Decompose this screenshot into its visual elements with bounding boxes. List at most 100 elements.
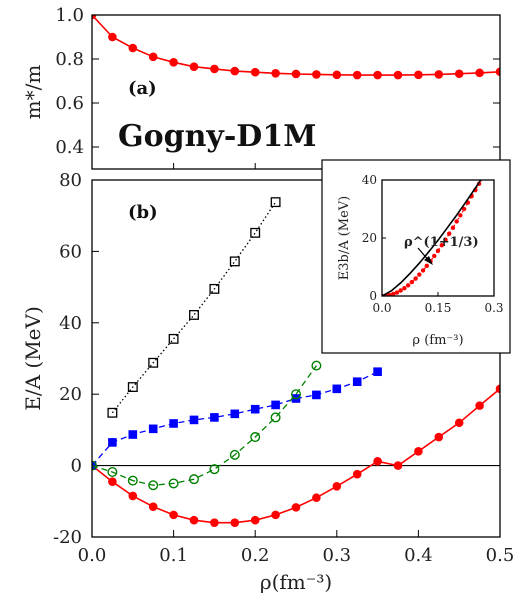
series-0-point-8 <box>409 279 415 285</box>
inset-ytick-label-1: 20 <box>362 231 377 245</box>
panel-a-ytick-label-2: 0.8 <box>55 49 84 70</box>
series-0-point-14 <box>373 457 382 466</box>
series-0-point-16 <box>414 447 423 456</box>
series-2-point-5 <box>188 474 199 485</box>
series-0-point-17 <box>443 237 448 242</box>
series-0-point-5 <box>398 288 403 293</box>
series-0-point-15 <box>435 248 441 253</box>
panel-b-xtick-label-3: 0.3 <box>322 545 351 566</box>
panel-b-ylabel: E/A (MeV) <box>21 306 45 411</box>
series-0-point-14 <box>373 70 382 80</box>
panel-b-ytick-label-5: 80 <box>59 170 82 191</box>
series-0-point-9 <box>271 510 280 520</box>
panel-b-xtick-label-5: 0.5 <box>486 545 513 566</box>
series-1-point-4 <box>169 419 178 428</box>
series-0-point-19 <box>475 68 484 78</box>
series-3-point-8 <box>270 197 281 208</box>
inset-xlabel: ρ (fm⁻³) <box>412 333 463 348</box>
series-0-point-3 <box>391 291 396 296</box>
series-0-point-13 <box>352 70 362 80</box>
series-2-point-6 <box>209 464 220 475</box>
series-0-point-20 <box>495 67 500 77</box>
series-2-point-0 <box>92 460 97 471</box>
series-1-point-1 <box>108 438 117 447</box>
series-3-point-3 <box>168 333 179 344</box>
panel-b-xtick-label-0: 0.0 <box>78 545 107 566</box>
panel-b-frame <box>91 179 501 538</box>
series-2-point-2 <box>127 475 138 486</box>
series-0-point-11 <box>312 70 321 79</box>
series-0-line <box>92 15 500 76</box>
series-0-point-17 <box>434 70 444 79</box>
inset-xtick-label-0: 0.0 <box>372 301 391 315</box>
series-0-point-17 <box>434 432 444 442</box>
series-0-point-10 <box>417 272 422 277</box>
panel-b-ytick-label-0: -20 <box>53 527 82 548</box>
panel-b-xtick-label-1: 0.1 <box>159 545 188 566</box>
panel-a-plot-area <box>92 15 500 80</box>
series-0-point-7 <box>230 518 240 528</box>
series-0-point-18 <box>454 69 464 79</box>
panel-a: 0.4 0.6 0.8 1.0 m*/m <box>21 5 501 170</box>
series-0-point-2 <box>128 43 138 53</box>
series-0-point-4 <box>169 58 178 67</box>
panel-b-xlabel: ρ(fm⁻³) <box>260 570 332 594</box>
panel-b-ytick-label-3: 40 <box>59 313 82 334</box>
inset-background <box>321 159 511 354</box>
inset-ylabel: E3b/A (MeV) <box>337 196 352 281</box>
series-0-point-11 <box>420 268 426 273</box>
series-2-point-3 <box>148 480 159 491</box>
inset-frame <box>381 179 495 297</box>
series-1-point-3 <box>148 424 158 434</box>
inset-arrow-head <box>424 256 433 265</box>
panel-b-plot-area <box>92 197 500 528</box>
series-0-point-10 <box>291 503 301 512</box>
series-1-line <box>382 180 482 296</box>
series-0-point-16 <box>414 70 423 80</box>
series-1-point-8 <box>250 404 260 414</box>
series-3-point-2 <box>148 357 159 368</box>
series-0-point-18 <box>454 418 464 428</box>
series-0-point-12 <box>332 70 342 80</box>
series-0-point-2 <box>128 491 138 501</box>
panel-a-tag: (a) <box>128 78 157 99</box>
series-1-point-11 <box>312 390 321 400</box>
series-0-point-6 <box>210 518 219 528</box>
panel-b-xtick-label-2: 0.2 <box>241 545 270 566</box>
series-1-line <box>92 371 378 467</box>
series-3-point-5 <box>209 283 220 294</box>
series-0-point-20 <box>454 219 459 224</box>
series-1-point-5 <box>189 415 199 425</box>
series-0-point-21 <box>458 213 463 218</box>
series-1-point-2 <box>128 430 138 439</box>
panel-b-tag: (b) <box>128 202 158 223</box>
panel-b-ytick-label-2: 20 <box>59 384 82 405</box>
series-2-point-7 <box>229 449 240 460</box>
series-0-point-12 <box>424 263 429 269</box>
panel-b-ytick-label-1: 0 <box>71 456 82 477</box>
inset-xtick-label-1: 0.15 <box>425 301 452 315</box>
series-0-point-4 <box>394 290 400 295</box>
series-0-point-15 <box>393 70 403 80</box>
series-0-point-4 <box>169 510 178 520</box>
series-3-point-0 <box>107 407 118 418</box>
series-0-point-19 <box>450 225 456 231</box>
series-0-point-2 <box>387 292 392 296</box>
series-0-point-12 <box>332 482 342 491</box>
series-0-point-7 <box>405 283 411 288</box>
inset-panel: 0 20 40 0.0 0.15 0.3 E3b/A (MeV) ρ (fm⁻³) ρ^(1+1… <box>321 159 511 354</box>
series-0-point-5 <box>189 62 199 71</box>
series-2-point-1 <box>107 467 118 478</box>
inset-ytick-label-2: 40 <box>362 173 377 187</box>
panel-a-frame <box>91 14 501 170</box>
series-1-point-7 <box>230 409 240 419</box>
series-0-point-19 <box>475 401 484 410</box>
panel-a-ylabel: m*/m <box>21 65 45 120</box>
series-0-point-9 <box>271 69 280 78</box>
series-2-point-4 <box>168 478 179 489</box>
series-2-point-10 <box>291 389 302 400</box>
series-3-point-4 <box>189 309 199 320</box>
series-0-point-14 <box>432 253 437 259</box>
series-0-point-8 <box>250 67 260 77</box>
